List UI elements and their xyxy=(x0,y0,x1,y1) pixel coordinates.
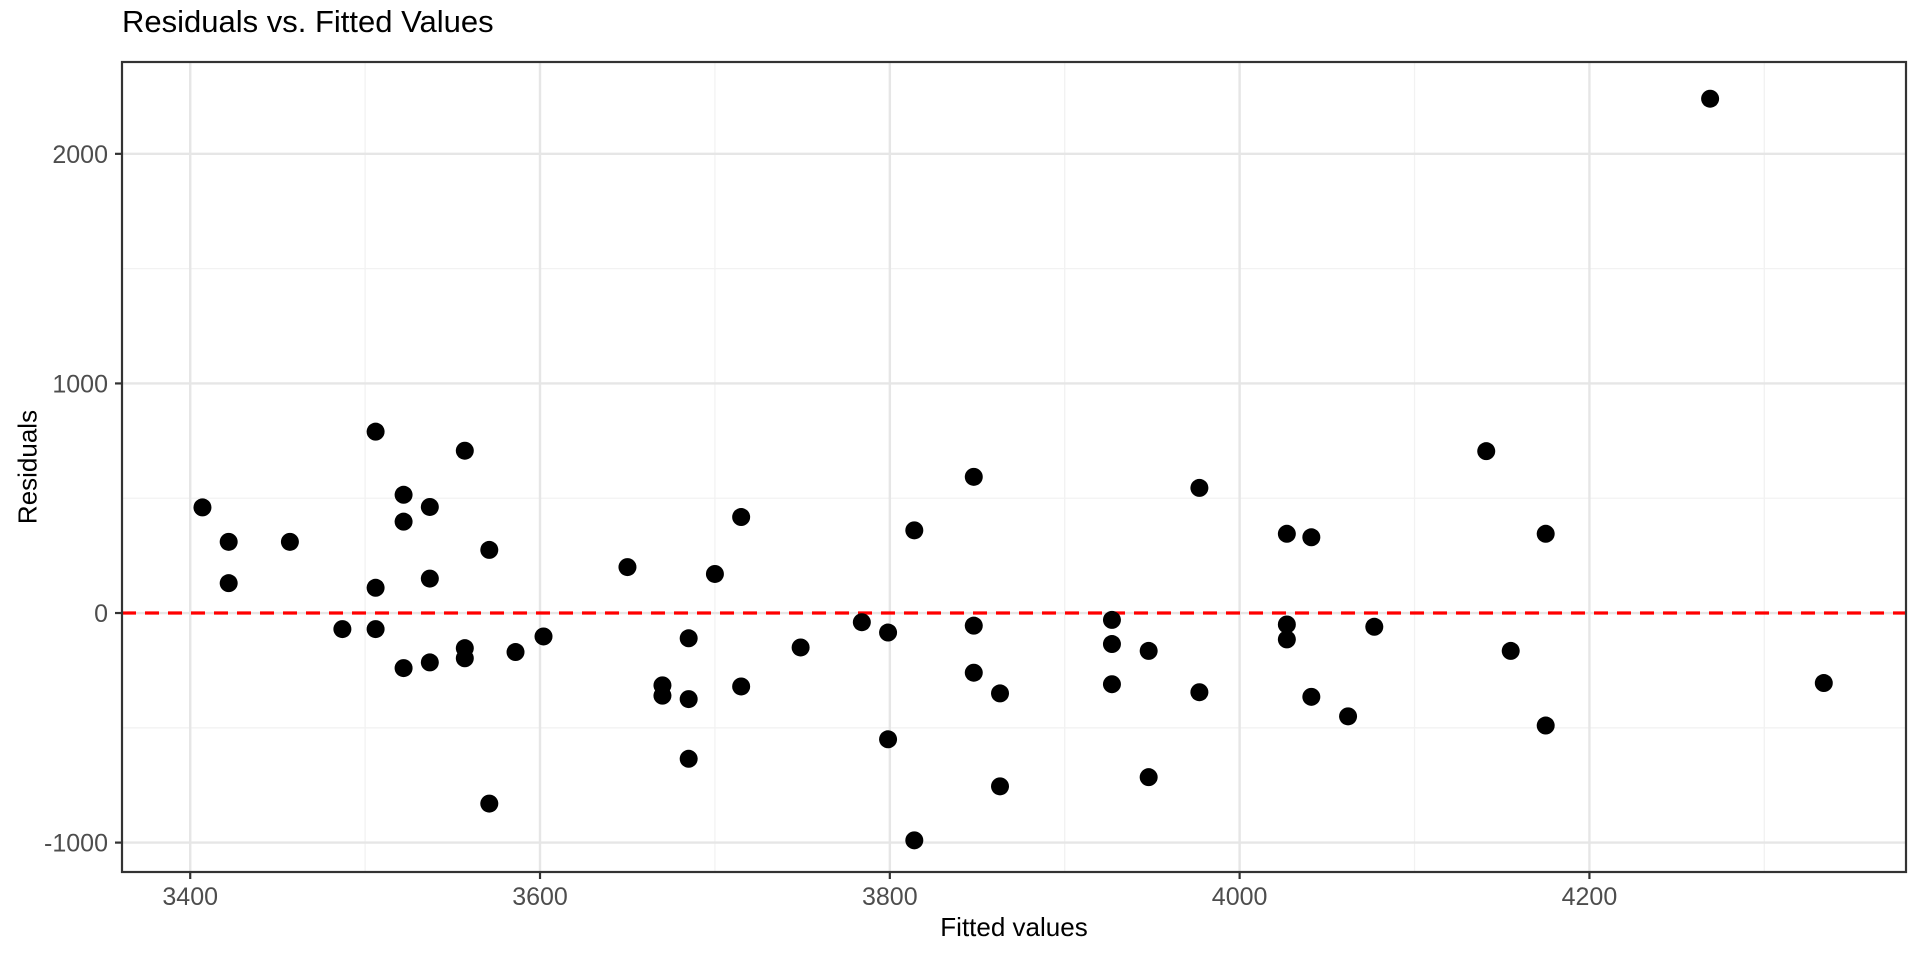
data-point xyxy=(455,441,474,460)
y-tick-label: -1000 xyxy=(44,830,108,858)
data-point xyxy=(219,532,238,551)
data-point xyxy=(1190,683,1209,702)
x-tick-label: 3600 xyxy=(512,883,568,911)
data-point xyxy=(366,578,385,597)
chart-title: Residuals vs. Fitted Values xyxy=(122,4,494,39)
data-point xyxy=(705,564,724,583)
data-point xyxy=(1139,768,1158,787)
y-axis-title: Residuals xyxy=(12,409,43,525)
data-point xyxy=(1190,478,1209,497)
data-point xyxy=(991,777,1010,796)
x-tick-label: 3800 xyxy=(862,883,918,911)
x-tick-label: 4000 xyxy=(1212,883,1268,911)
data-point xyxy=(1102,675,1121,694)
data-point xyxy=(991,684,1010,703)
data-point xyxy=(791,638,810,657)
data-point xyxy=(1302,687,1321,706)
data-point xyxy=(905,831,924,850)
data-point xyxy=(905,521,924,540)
data-point xyxy=(333,620,352,639)
data-point xyxy=(879,730,898,749)
data-point xyxy=(1277,615,1296,634)
data-point xyxy=(1501,641,1520,660)
data-point xyxy=(366,620,385,639)
data-point xyxy=(394,659,413,678)
data-point xyxy=(1814,674,1833,693)
data-point xyxy=(1102,635,1121,654)
data-point xyxy=(394,512,413,531)
data-point xyxy=(420,497,439,516)
data-point xyxy=(1139,641,1158,660)
data-point xyxy=(964,616,983,635)
data-point xyxy=(679,690,698,709)
panel-background xyxy=(122,62,1906,872)
data-point xyxy=(732,677,751,696)
data-point xyxy=(1536,524,1555,543)
y-tick-label: 0 xyxy=(94,600,108,628)
data-point xyxy=(366,422,385,441)
data-point xyxy=(480,540,499,559)
data-point xyxy=(480,794,499,813)
data-point xyxy=(618,558,637,577)
data-point xyxy=(420,653,439,672)
data-point xyxy=(1701,89,1720,108)
x-tick-label: 4200 xyxy=(1562,883,1618,911)
data-point xyxy=(193,498,212,517)
data-point xyxy=(1477,442,1496,461)
y-tick-label: 1000 xyxy=(52,370,108,398)
data-point xyxy=(420,569,439,588)
data-point xyxy=(653,686,672,705)
panel-border xyxy=(120,60,1908,874)
data-point xyxy=(964,663,983,682)
data-point xyxy=(1277,630,1296,649)
data-point xyxy=(506,643,525,662)
data-point xyxy=(1365,617,1384,636)
data-point xyxy=(1339,707,1358,726)
data-point xyxy=(852,613,871,632)
data-point xyxy=(679,749,698,768)
data-point xyxy=(732,508,751,527)
data-point xyxy=(394,485,413,504)
data-point xyxy=(534,627,553,646)
data-point xyxy=(280,532,299,551)
data-point xyxy=(1536,716,1555,735)
data-point xyxy=(1102,610,1121,629)
data-point xyxy=(455,649,474,668)
data-point xyxy=(1302,528,1321,547)
y-tick-label: 2000 xyxy=(52,141,108,169)
x-tick-label: 3400 xyxy=(162,883,218,911)
data-point xyxy=(1277,524,1296,543)
x-axis-title: Fitted values xyxy=(940,912,1088,942)
data-point xyxy=(219,574,238,593)
data-point xyxy=(879,623,898,642)
data-point xyxy=(964,467,983,486)
data-point xyxy=(679,629,698,648)
